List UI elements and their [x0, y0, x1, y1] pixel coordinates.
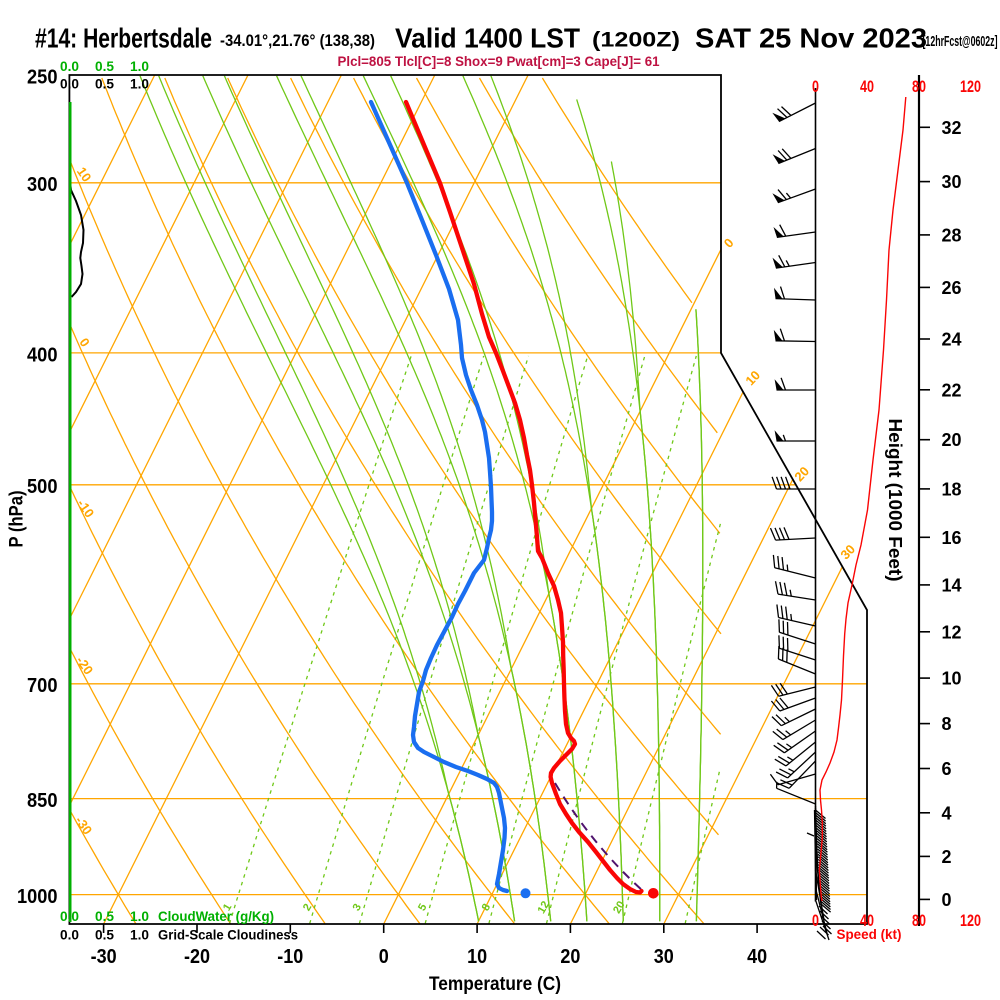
- svg-text:-30: -30: [91, 946, 117, 968]
- svg-text:40: 40: [747, 946, 767, 968]
- svg-text:-34.01°,21.76° (138,38): -34.01°,21.76° (138,38): [220, 31, 375, 50]
- svg-text:-20: -20: [184, 946, 210, 968]
- svg-text:2: 2: [942, 847, 952, 867]
- svg-text:1: 1: [221, 902, 234, 913]
- svg-text:2: 2: [301, 902, 314, 913]
- svg-text:5: 5: [416, 902, 429, 913]
- svg-text:10: 10: [74, 164, 95, 184]
- svg-text:14: 14: [942, 575, 962, 595]
- svg-text:6: 6: [942, 759, 952, 779]
- svg-text:[12hrFcst@0602z]: [12hrFcst@0602z]: [923, 33, 998, 50]
- svg-text:26: 26: [942, 278, 962, 298]
- svg-text:40: 40: [860, 77, 874, 96]
- svg-text:0: 0: [812, 911, 819, 930]
- svg-text:-10: -10: [277, 946, 303, 968]
- svg-text:10: 10: [942, 669, 962, 689]
- svg-text:8: 8: [942, 714, 952, 734]
- svg-text:0.0: 0.0: [60, 908, 79, 924]
- svg-text:120: 120: [960, 911, 981, 930]
- svg-text:1000: 1000: [17, 886, 58, 908]
- svg-text:20: 20: [560, 946, 580, 968]
- svg-text:0.5: 0.5: [95, 908, 114, 924]
- svg-text:30: 30: [654, 946, 674, 968]
- svg-text:Valid 1400 LST: Valid 1400 LST: [395, 23, 580, 54]
- svg-text:1.0: 1.0: [130, 908, 149, 924]
- svg-text:#14: Herbertsdale: #14: Herbertsdale: [35, 23, 212, 54]
- svg-text:Height (1000 Feet): Height (1000 Feet): [885, 419, 905, 582]
- svg-text:40: 40: [860, 911, 874, 930]
- svg-text:32: 32: [942, 118, 962, 138]
- svg-text:0.5: 0.5: [95, 58, 114, 74]
- svg-text:0: 0: [942, 890, 952, 910]
- svg-text:12: 12: [942, 622, 962, 642]
- svg-text:1.0: 1.0: [130, 76, 149, 92]
- svg-text:12: 12: [536, 899, 553, 916]
- svg-text:Speed (kt): Speed (kt): [837, 926, 902, 942]
- svg-text:16: 16: [942, 528, 962, 548]
- svg-text:0.0: 0.0: [60, 927, 79, 943]
- svg-text:CloudWater (g/Kg): CloudWater (g/Kg): [158, 908, 274, 924]
- svg-text:24: 24: [942, 330, 962, 350]
- svg-text:4: 4: [942, 803, 952, 823]
- svg-text:400: 400: [27, 344, 58, 366]
- svg-text:120: 120: [960, 77, 981, 96]
- svg-text:0: 0: [379, 946, 389, 968]
- svg-text:3: 3: [351, 902, 364, 913]
- svg-text:Temperature (C): Temperature (C): [429, 974, 561, 995]
- svg-text:28: 28: [942, 225, 962, 245]
- svg-text:850: 850: [27, 790, 58, 812]
- svg-text:SAT 25 Nov 2023: SAT 25 Nov 2023: [695, 23, 927, 54]
- svg-text:700: 700: [27, 675, 58, 697]
- svg-text:Plcl=805 Tlcl[C]=8 Shox=9 Pwat: Plcl=805 Tlcl[C]=8 Shox=9 Pwat[cm]=3 Cap…: [338, 53, 660, 69]
- svg-text:30: 30: [942, 172, 962, 192]
- svg-text:80: 80: [912, 77, 926, 96]
- svg-text:300: 300: [27, 174, 58, 196]
- svg-text:0: 0: [812, 77, 819, 96]
- svg-text:Grid-Scale Cloudiness: Grid-Scale Cloudiness: [158, 927, 298, 943]
- svg-text:250: 250: [27, 66, 58, 88]
- svg-text:0.0: 0.0: [60, 76, 79, 92]
- svg-text:0.0: 0.0: [60, 58, 79, 74]
- svg-text:10: 10: [467, 946, 487, 968]
- svg-text:P (hPa): P (hPa): [7, 491, 28, 548]
- svg-text:1.0: 1.0: [130, 58, 149, 74]
- svg-text:80: 80: [912, 911, 926, 930]
- svg-text:(1200Z): (1200Z): [592, 29, 680, 52]
- svg-text:0.5: 0.5: [95, 927, 114, 943]
- svg-text:8: 8: [480, 902, 493, 913]
- svg-text:500: 500: [27, 476, 58, 498]
- svg-text:1.0: 1.0: [130, 927, 149, 943]
- svg-text:0.5: 0.5: [95, 76, 114, 92]
- svg-text:18: 18: [942, 479, 962, 499]
- svg-text:20: 20: [942, 430, 962, 450]
- svg-text:22: 22: [942, 380, 962, 400]
- svg-text:20: 20: [611, 899, 628, 916]
